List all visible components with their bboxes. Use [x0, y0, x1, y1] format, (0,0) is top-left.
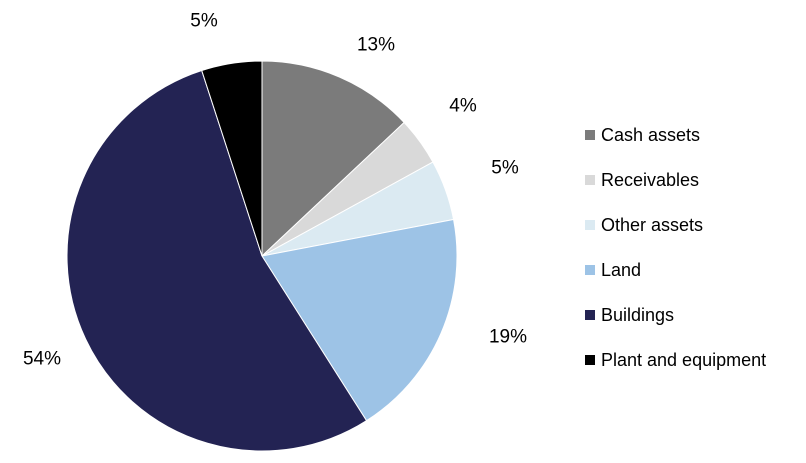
- legend-swatch-land: [585, 265, 595, 275]
- legend-swatch-plant-and-equipment: [585, 355, 595, 365]
- legend-swatch-cash-assets: [585, 130, 595, 140]
- legend-label-cash-assets: Cash assets: [601, 125, 700, 145]
- legend-label-plant-and-equipment: Plant and equipment: [601, 350, 766, 370]
- pie-labels: 13% 4% 5% 19% 54% 5%: [23, 11, 527, 370]
- legend-swatch-buildings: [585, 310, 595, 320]
- pie-slice-plant-and-equipment: [201, 60, 263, 257]
- pie-slice-cash-assets: [261, 60, 405, 258]
- slice-label-land: 19%: [489, 327, 527, 348]
- legend-swatch-receivables: [585, 175, 595, 185]
- pie-slices: [66, 60, 458, 452]
- legend-label-buildings: Buildings: [601, 305, 674, 325]
- pie-slice-land: [261, 218, 458, 422]
- legend-swatch-other-assets: [585, 220, 595, 230]
- slice-label-plant-and-equipment: 5%: [190, 11, 218, 32]
- slice-label-buildings: 54%: [23, 349, 61, 370]
- legend-label-land: Land: [601, 260, 641, 280]
- legend: Cash assets Receivables Other assets Land Bu…: [585, 125, 766, 370]
- slice-label-receivables: 4%: [449, 96, 477, 117]
- pie-slice-buildings: [66, 69, 368, 452]
- legend-label-receivables: Receivables: [601, 170, 699, 190]
- slice-label-cash-assets: 13%: [357, 35, 395, 56]
- legend-label-other-assets: Other assets: [601, 215, 703, 235]
- slice-label-other-assets: 5%: [491, 158, 519, 179]
